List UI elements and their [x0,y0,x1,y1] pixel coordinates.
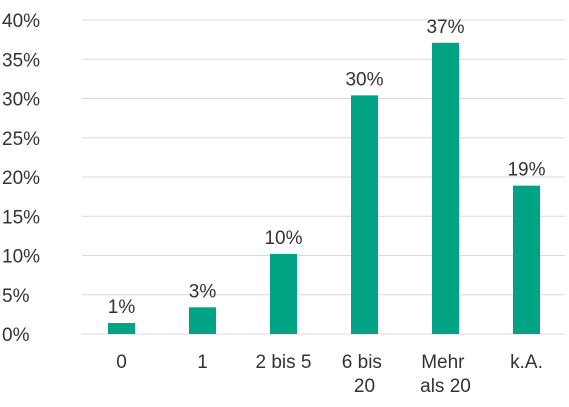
y-tick-label: 0% [2,325,30,346]
x-tick-label: 6 bis 20 [342,352,387,397]
y-tick-label: 30% [2,90,40,111]
data-label: 10% [264,228,302,249]
x-tick-label: 2 bis 5 [256,352,312,373]
data-label: 30% [345,69,383,90]
x-tick-label: Mehr als 20 [420,352,471,397]
data-label: 1% [108,297,136,318]
y-tick-label: 40% [2,11,40,32]
y-tick-label: 15% [2,207,40,228]
data-label: 3% [189,281,217,302]
y-tick-label: 25% [2,129,40,150]
bar [189,307,216,334]
y-tick-label: 20% [2,168,40,189]
data-label: 37% [426,17,464,38]
y-tick-label: 35% [2,50,40,71]
x-tick-label: k.A. [510,352,543,373]
bar [513,185,540,334]
y-tick-label: 5% [2,286,30,307]
bar [351,95,378,334]
bar [432,42,459,334]
data-label: 19% [507,160,545,181]
x-tick-label: 1 [197,352,208,373]
bar [108,323,135,334]
bar [270,253,297,334]
y-tick-label: 10% [2,247,40,268]
x-tick-label: 0 [116,352,127,373]
